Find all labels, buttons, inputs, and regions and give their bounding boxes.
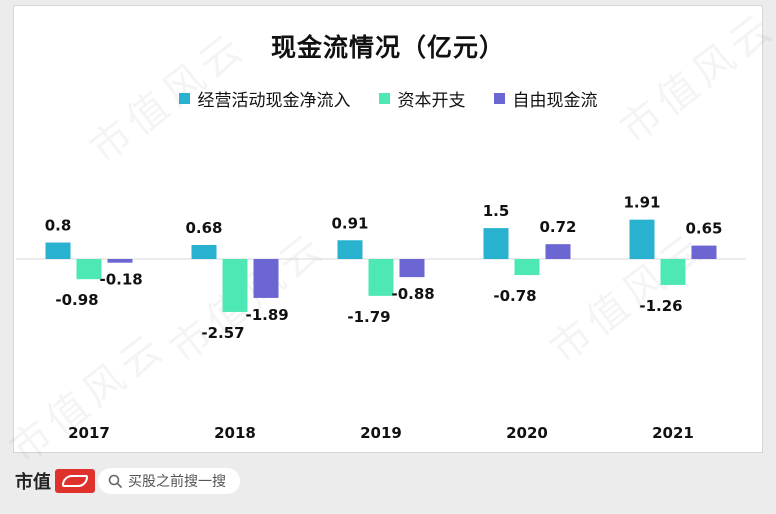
bar-2017-series-1 xyxy=(76,259,102,280)
bar-2018-series-0 xyxy=(191,244,217,259)
bar-2019-series-2 xyxy=(399,259,425,278)
data-label-2017-series-0: 0.8 xyxy=(45,217,72,235)
data-label-2019-series-0: 0.91 xyxy=(331,214,368,232)
legend-item-capex: 资本开支 xyxy=(378,86,466,111)
chart-title: 现金流情况（亿元） xyxy=(270,33,505,62)
bar-2021-series-1 xyxy=(660,259,686,285)
legend-swatch xyxy=(178,92,190,104)
chart-card: 市值风云 市值风云 市值风云 市值风云 市值风云 现金流情况（亿元） 经营活动现… xyxy=(2,3,776,473)
bar-2020-series-1 xyxy=(514,259,540,276)
data-label-2020-series-2: 0.72 xyxy=(539,218,576,236)
bar-2019-series-0 xyxy=(337,240,363,259)
legend-item-operating: 经营活动现金净流入 xyxy=(178,86,351,111)
data-label-2018-series-0: 0.68 xyxy=(185,219,222,237)
data-label-2018-series-1: -2.57 xyxy=(201,324,244,342)
data-label-2020-series-1: -0.78 xyxy=(493,287,536,305)
bar-2017-series-0 xyxy=(45,242,71,259)
x-tick-label-2018: 2018 xyxy=(214,424,256,442)
magnifier-icon xyxy=(108,474,122,488)
bar-2020-series-0 xyxy=(483,228,509,259)
footer-bar: 市值 买股之前搜一搜 xyxy=(0,458,776,514)
bar-2020-series-2 xyxy=(545,244,571,259)
data-label-2019-series-1: -1.79 xyxy=(347,308,390,326)
legend-swatch xyxy=(378,92,390,104)
x-tick-label-2017: 2017 xyxy=(68,424,110,442)
bar-2018-series-1 xyxy=(222,259,248,312)
legend-swatch xyxy=(493,92,505,104)
bar-2021-series-2 xyxy=(691,245,717,259)
data-label-2017-series-2: -0.18 xyxy=(100,271,143,289)
brand-logo-icon xyxy=(55,469,95,493)
data-label-2017-series-1: -0.98 xyxy=(55,291,98,309)
chart-legend: 经营活动现金净流入 资本开支 自由现金流 xyxy=(14,86,762,111)
search-box[interactable]: 买股之前搜一搜 xyxy=(98,468,240,494)
brand[interactable]: 市值 xyxy=(15,468,95,494)
x-tick-label-2020: 2020 xyxy=(506,424,548,442)
bar-2018-series-2 xyxy=(253,259,279,298)
data-label-2018-series-2: -1.89 xyxy=(246,306,289,324)
bar-2021-series-0 xyxy=(629,219,655,259)
legend-label: 资本开支 xyxy=(397,90,466,111)
search-placeholder: 买股之前搜一搜 xyxy=(128,474,226,490)
legend-label: 经营活动现金净流入 xyxy=(197,90,351,111)
legend-item-fcf: 自由现金流 xyxy=(493,86,598,111)
bar-2019-series-1 xyxy=(368,259,394,296)
data-label-2021-series-0: 1.91 xyxy=(623,194,660,212)
bar-2017-series-2 xyxy=(107,259,133,263)
data-label-2021-series-1: -1.26 xyxy=(639,297,682,315)
bar-chart: 0.8 -0.98-0.18 2017 0.68 -2.57-1.89 2018 0.91 -… xyxy=(16,194,746,442)
x-tick-label-2019: 2019 xyxy=(360,424,402,442)
data-label-2021-series-2: 0.65 xyxy=(685,220,722,238)
data-label-2019-series-2: -0.88 xyxy=(392,285,435,303)
brand-name: 市值 xyxy=(15,472,51,493)
x-tick-label-2021: 2021 xyxy=(652,424,694,442)
data-label-2020-series-0: 1.5 xyxy=(483,202,510,220)
legend-label: 自由现金流 xyxy=(512,90,598,111)
